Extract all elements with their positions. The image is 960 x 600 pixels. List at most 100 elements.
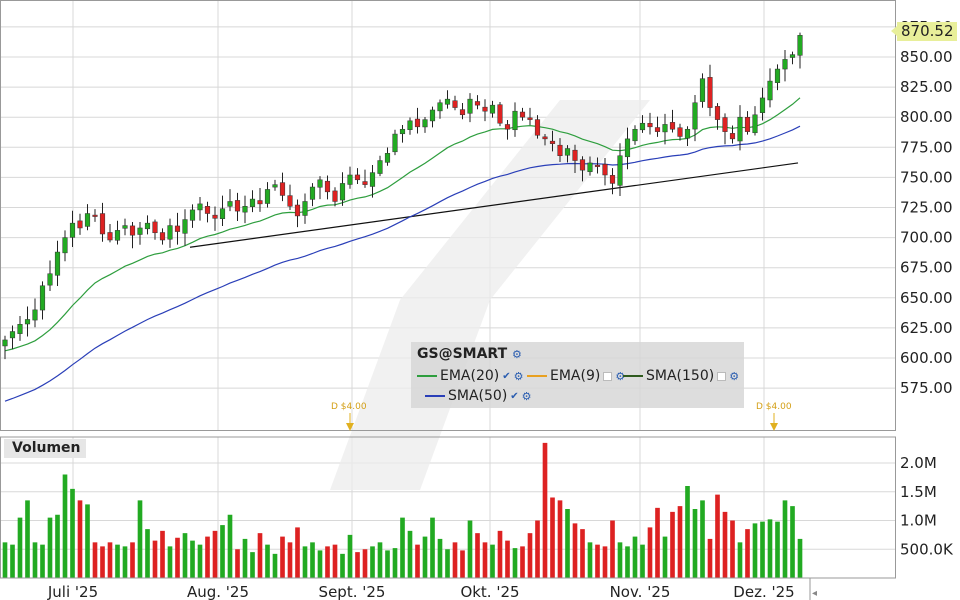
legend-item-sma150[interactable]: SMA(150) ⚙: [623, 368, 739, 384]
volume-tick-label: 2.0M: [900, 454, 937, 472]
volume-bar: [692, 509, 698, 578]
candle-body: [609, 175, 616, 184]
candle-body: [617, 155, 623, 186]
volume-bar: [62, 474, 68, 578]
volume-bar: [640, 544, 645, 578]
volume-bar: [115, 544, 120, 578]
price-tick-label: 575.00: [900, 379, 953, 397]
volume-bar: [767, 519, 773, 578]
volume-bar: [662, 536, 668, 578]
candle-body: [167, 225, 173, 240]
candle-body: [467, 98, 473, 114]
volume-bar: [730, 520, 735, 578]
volume-bar: [137, 500, 143, 578]
checkbox-icon[interactable]: [717, 371, 727, 381]
dividend-marker-2[interactable]: D $4.00: [756, 402, 792, 412]
volume-bar: [775, 521, 780, 578]
instrument-name: GS@SMART: [417, 346, 508, 362]
volume-bar: [85, 504, 90, 578]
sma50-line: [4, 125, 801, 402]
volume-axis: 500.0K 1.0M 1.5M 2.0M: [900, 454, 954, 558]
settings-icon[interactable]: ⚙: [512, 348, 522, 361]
volume-bar: [505, 540, 510, 578]
volume-bar: [190, 540, 195, 578]
candle-body: [669, 122, 676, 130]
time-tick-label: Juli '25: [47, 583, 98, 600]
candle-body: [527, 117, 533, 120]
legend-item-ema9[interactable]: EMA(9) ⚙: [527, 368, 625, 384]
volume-bar: [475, 533, 480, 578]
candle-body: [549, 140, 556, 144]
volume-bar: [632, 536, 638, 578]
time-tick-label: Sept. '25: [319, 583, 386, 600]
volume-tick-label: 1.5M: [900, 483, 937, 501]
volume-bar: [422, 536, 428, 578]
candle-body: [212, 214, 218, 219]
ema20-line: [4, 97, 801, 352]
check-icon[interactable]: ✔: [502, 370, 511, 382]
settings-icon[interactable]: ⚙: [729, 369, 740, 383]
candle-body: [587, 162, 593, 172]
candle-body: [737, 116, 743, 142]
moving-averages: [4, 97, 801, 402]
dividend-marker-1[interactable]: D $4.00: [331, 402, 367, 412]
check-icon[interactable]: ✔: [510, 390, 519, 402]
dividend-arrow-head: [770, 423, 778, 431]
candle-body: [662, 124, 668, 133]
candle-body: [557, 144, 563, 156]
candle-body: [144, 222, 151, 230]
candles: [2, 32, 803, 360]
candle-body: [692, 102, 698, 130]
volume-bar: [430, 517, 435, 578]
volume-bar: [550, 497, 555, 578]
candle-body: [107, 232, 113, 241]
candle-body: [602, 163, 608, 176]
candle-body: [392, 133, 398, 153]
volume-bar: [310, 542, 315, 578]
volume-bar: [580, 529, 585, 578]
candle-body: [399, 128, 406, 135]
volume-bar: [707, 538, 713, 578]
candle-body: [189, 209, 196, 221]
volume-bar: [160, 530, 165, 578]
candle-body: [534, 119, 541, 136]
candle-body: [62, 237, 68, 254]
candle-body: [579, 159, 586, 171]
candle-body: [774, 68, 781, 83]
volume-bar: [175, 537, 180, 578]
volume-bar: [647, 527, 653, 578]
candle-body: [474, 101, 481, 106]
candle-body: [744, 116, 751, 132]
settings-icon[interactable]: ⚙: [615, 369, 626, 383]
volume-bar: [145, 529, 150, 578]
volume-bar: [287, 542, 293, 578]
settings-icon[interactable]: ⚙: [521, 389, 532, 403]
time-tick-label: Dez. '25: [733, 583, 794, 600]
checkbox-icon[interactable]: [603, 371, 613, 381]
volume-bar: [437, 538, 443, 578]
price-tick-label: 850.00: [900, 48, 953, 66]
price-tick-label: 825.00: [900, 78, 953, 96]
volume-bar: [40, 544, 45, 578]
volume-bar: [77, 500, 83, 578]
volume-bar: [280, 536, 285, 578]
volume-bar: [745, 529, 750, 578]
candle-body: [797, 35, 803, 56]
volume-bar: [227, 514, 233, 578]
time-axis: Juli '25 Aug. '25 Sept. '25 Okt. '25 Nov. '2…: [47, 583, 795, 600]
volume-bar: [257, 533, 263, 578]
candle-body: [257, 200, 263, 205]
candle-body: [2, 339, 8, 347]
volume-bar: [130, 542, 135, 578]
scroll-arrow-icon[interactable]: ◂: [812, 588, 817, 599]
volume-bar: [25, 500, 30, 578]
settings-icon[interactable]: ⚙: [513, 369, 524, 383]
candle-body: [317, 179, 323, 188]
price-tick-label: 675.00: [900, 259, 953, 277]
candle-body: [347, 174, 353, 185]
volume-bar: [107, 542, 113, 578]
volume-bar: [625, 546, 630, 578]
legend-item-ema20[interactable]: EMA(20) ✔ ⚙: [417, 368, 524, 384]
legend-item-sma50[interactable]: SMA(50) ✔ ⚙: [425, 388, 532, 404]
volume-bar: [460, 550, 465, 578]
